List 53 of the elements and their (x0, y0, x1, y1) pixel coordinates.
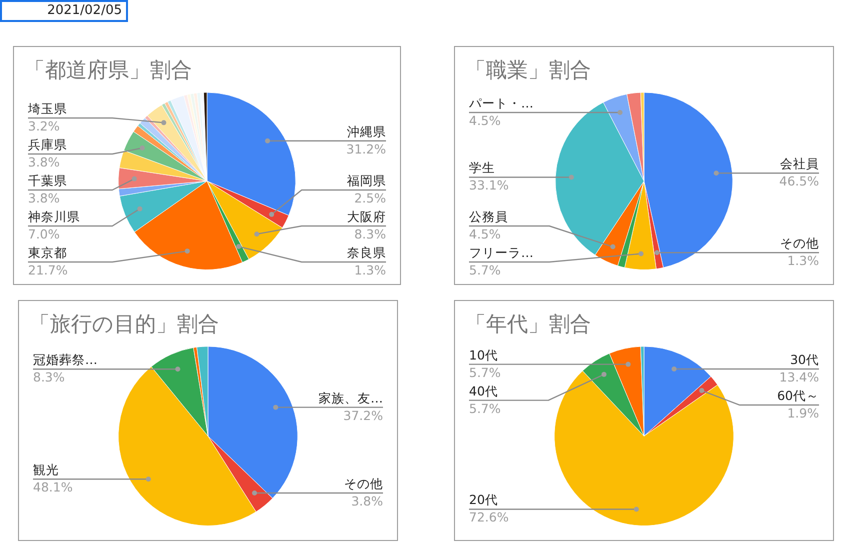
chart-title: 「旅行の目的」割合 (29, 312, 219, 336)
data-label: 72.6% (469, 510, 509, 525)
data-label: 21.7% (28, 262, 68, 278)
data-label: 46.5% (779, 174, 820, 189)
slice-label: 会社員 (780, 156, 819, 172)
data-label: 1.3% (787, 253, 820, 268)
slice-label: 大阪府 (347, 209, 386, 224)
slice-label: 冠婚葬祭… (33, 352, 98, 368)
slice-label: 観光 (33, 462, 59, 478)
data-label: 3.8% (351, 494, 384, 509)
slice-label: 学生 (469, 160, 495, 176)
slice-label: フリーラ… (469, 245, 534, 260)
data-label: 5.7% (469, 364, 501, 380)
chart-title: 「都道府県」割合 (24, 58, 192, 82)
data-label: 8.3% (354, 226, 386, 242)
data-label: 5.7% (469, 400, 501, 416)
slice-label: 奈良県 (347, 245, 386, 260)
data-label: 7.0% (28, 226, 60, 242)
data-label: 33.1% (469, 178, 509, 193)
data-label: 37.2% (343, 408, 384, 423)
slice-label: 公務員 (469, 209, 508, 224)
slice-label: 20代 (469, 492, 498, 508)
slice-label: 神奈川県 (28, 209, 80, 224)
data-label: 2.5% (354, 190, 386, 206)
slice-label: 10代 (469, 347, 498, 362)
data-label: 3.8% (28, 154, 60, 170)
data-label: 31.2% (346, 141, 386, 156)
slice-label: 福岡県 (347, 173, 386, 188)
slice-label: 東京都 (28, 245, 67, 260)
data-label: 3.2% (28, 118, 60, 134)
slice-label: その他 (780, 236, 819, 251)
slice-label: 沖縄県 (347, 124, 386, 139)
slice-label: パート・… (468, 95, 534, 110)
slice-label: 30代 (790, 352, 819, 368)
data-label: 3.8% (28, 190, 60, 206)
data-label: 1.3% (354, 262, 386, 278)
data-label: 48.1% (33, 480, 73, 495)
data-label: 8.3% (33, 370, 65, 385)
data-label: 5.7% (469, 262, 501, 278)
chart-title: 「年代」割合 (465, 312, 591, 336)
data-label: 1.9% (787, 406, 820, 421)
data-label: 4.5% (469, 112, 501, 128)
slice-label: 家族、友… (318, 390, 383, 406)
text: 2021/02/05 (0, 0, 128, 22)
slice-label: 千葉県 (28, 173, 67, 188)
data-label: 4.5% (469, 226, 501, 242)
slice-label: その他 (344, 476, 383, 492)
slice-label: 埼玉県 (27, 101, 67, 116)
chart-title: 「職業」割合 (465, 58, 591, 82)
slice-label: 40代 (469, 383, 498, 398)
data-label: 13.4% (779, 370, 820, 385)
slice-label: 60代～ (777, 388, 819, 404)
slice-label: 兵庫県 (28, 137, 67, 152)
